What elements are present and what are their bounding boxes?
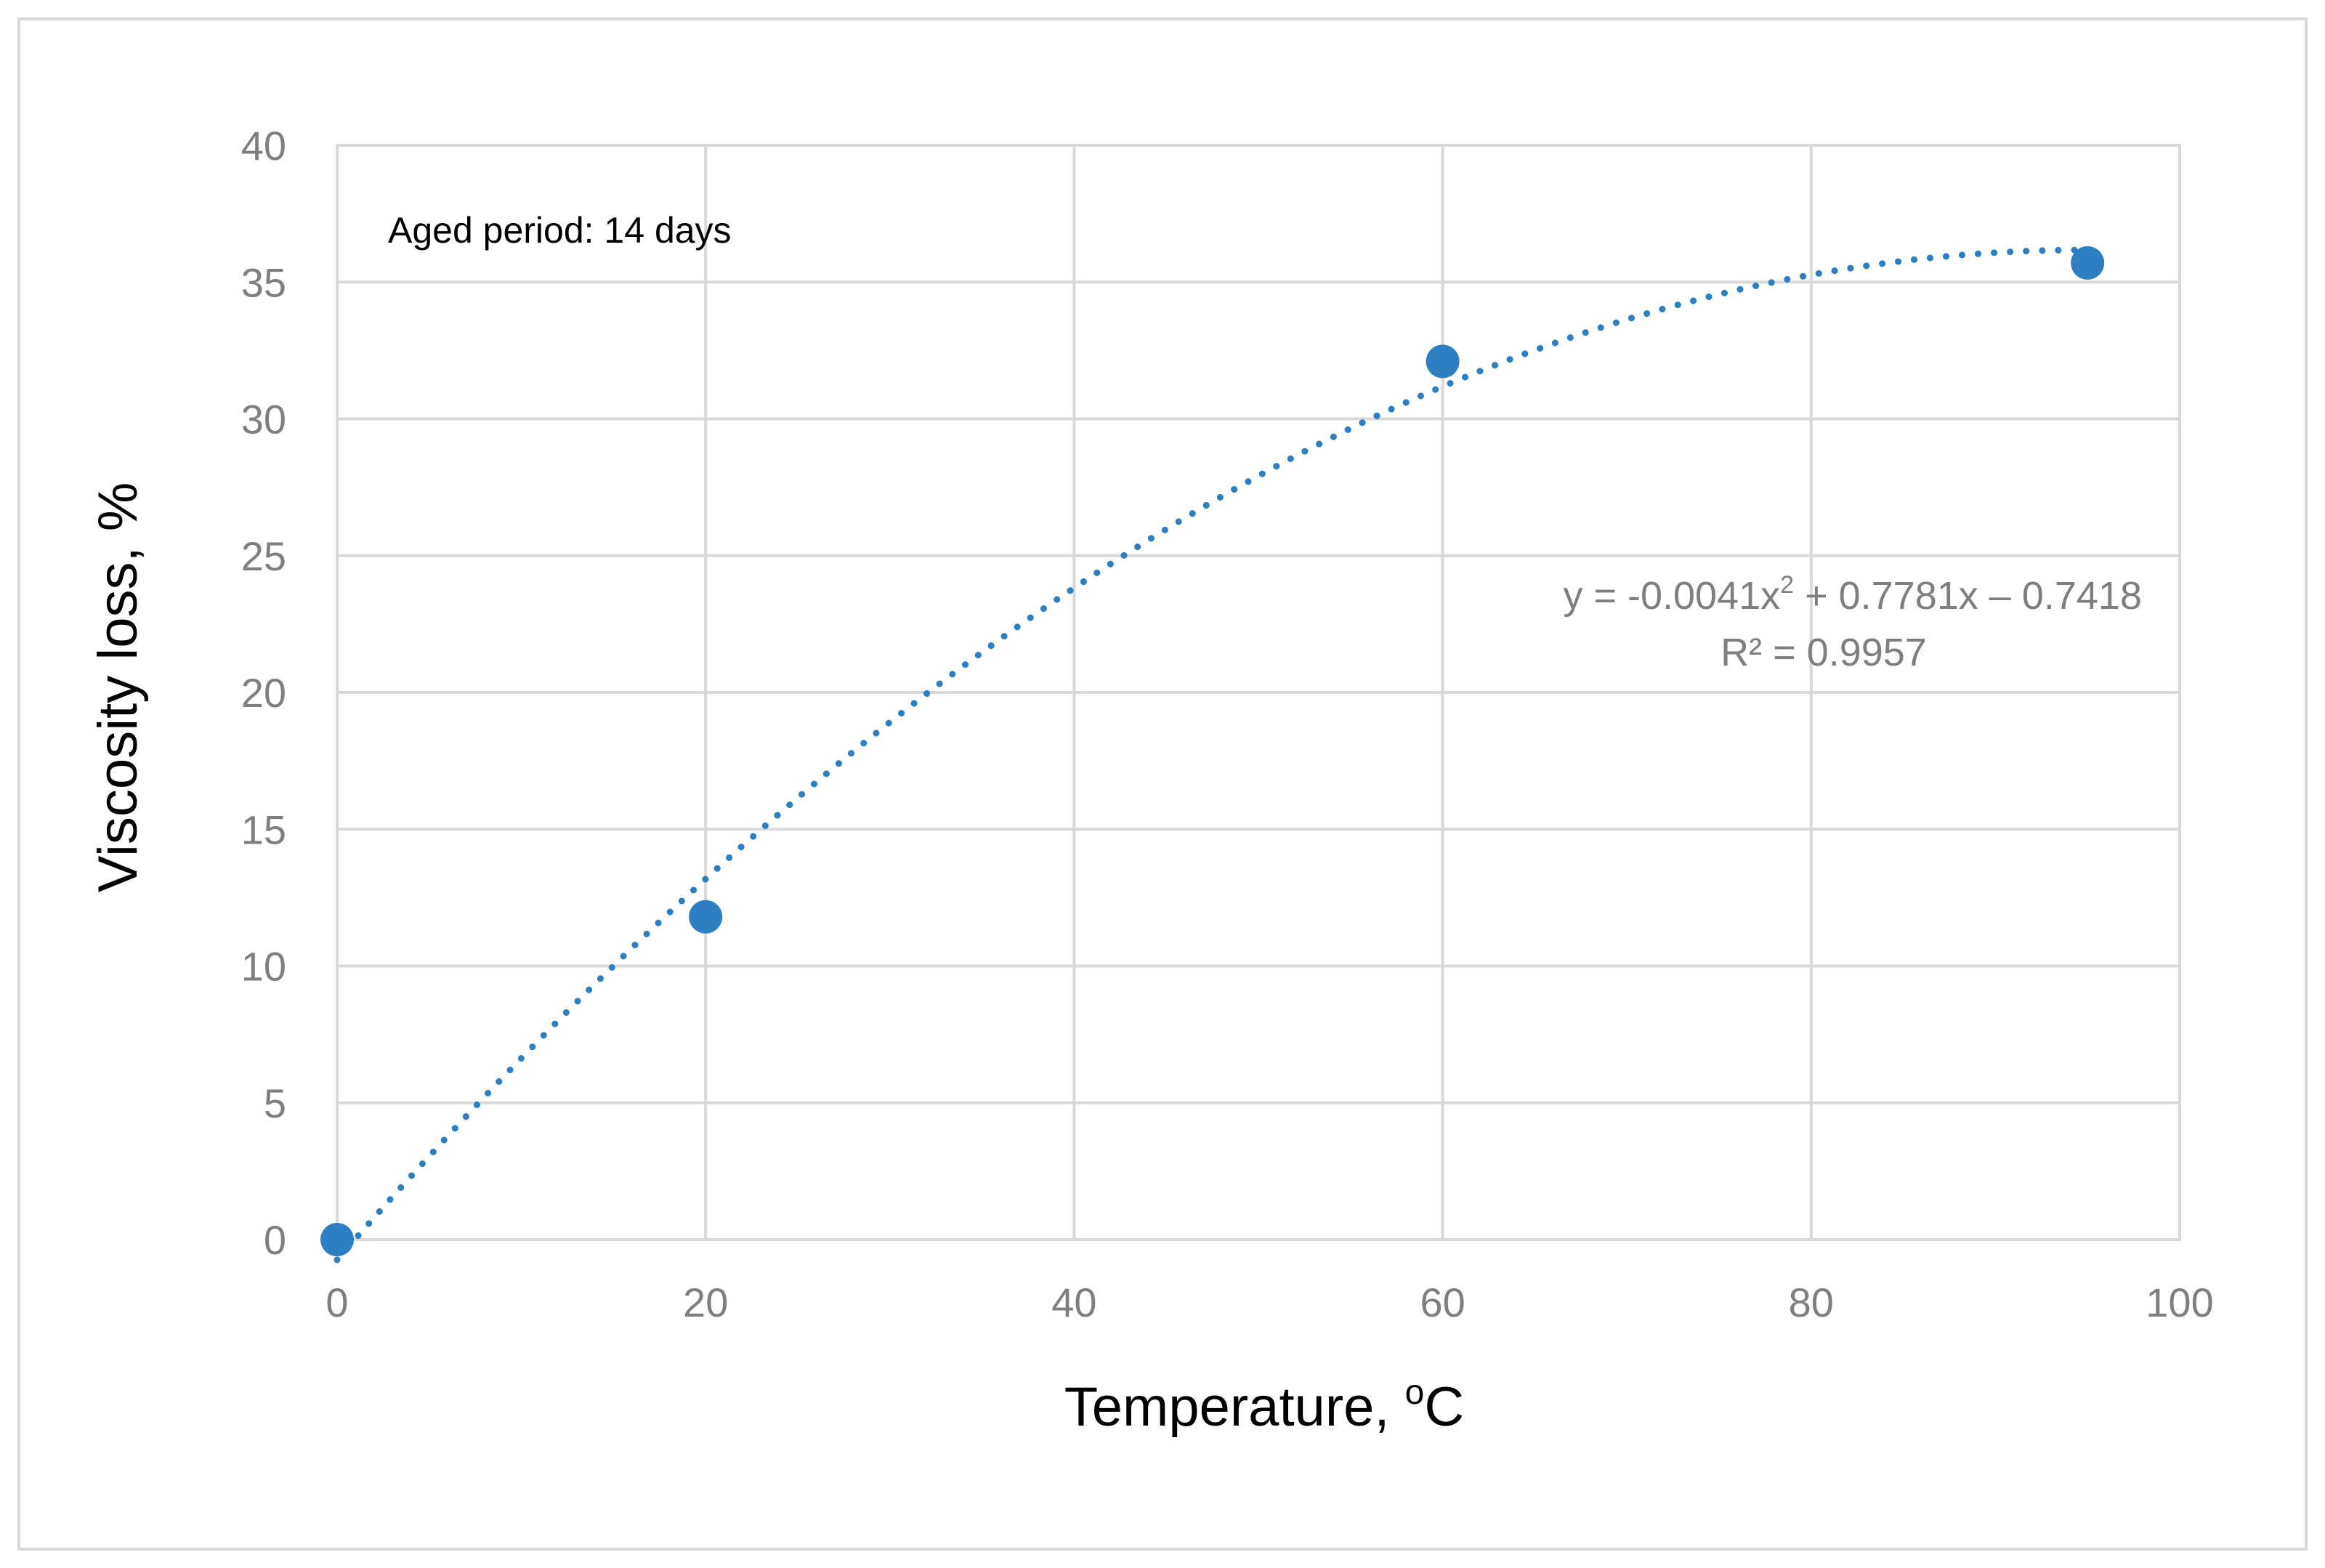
data-point-60 bbox=[1426, 344, 1460, 379]
chart-frame bbox=[17, 17, 2308, 1551]
data-points bbox=[320, 246, 2105, 1256]
y-tick-label: 40 bbox=[241, 123, 286, 169]
y-tick-label: 20 bbox=[241, 670, 286, 716]
trendline bbox=[333, 246, 2091, 1264]
x-tick-label: 100 bbox=[2146, 1280, 2213, 1325]
y-tick-label: 10 bbox=[241, 944, 286, 990]
x-axis-title-superscript: o bbox=[1405, 1373, 1425, 1412]
x-tick-label: 20 bbox=[683, 1280, 728, 1325]
equation-rest: + 0.7781x – 0.7418 bbox=[1794, 574, 2142, 618]
y-tick-label: 0 bbox=[264, 1217, 286, 1263]
x-axis-title: Temperature, oC bbox=[1064, 1373, 1464, 1438]
x-axis-title-unit: C bbox=[1424, 1376, 1464, 1438]
y-axis-ticks: 0 5 10 15 20 25 30 35 40 bbox=[241, 123, 286, 1263]
x-axis-title-text: Temperature, bbox=[1064, 1376, 1405, 1438]
plot-area bbox=[336, 144, 2181, 1241]
x-axis-ticks: 0 20 40 60 80 100 bbox=[326, 1280, 2213, 1325]
equation-main: y = -0.0041x bbox=[1563, 574, 1780, 618]
trendline-r-squared: R² = 0.9957 bbox=[1720, 631, 1927, 674]
y-axis-title: Viscosity loss, % bbox=[87, 482, 149, 893]
data-point-20 bbox=[689, 900, 723, 934]
data-point-0 bbox=[320, 1223, 354, 1256]
x-tick-label: 80 bbox=[1789, 1280, 1834, 1325]
y-tick-label: 30 bbox=[241, 397, 286, 442]
equation-superscript: 2 bbox=[1780, 571, 1794, 599]
y-tick-label: 5 bbox=[264, 1080, 286, 1126]
y-tick-label: 35 bbox=[241, 259, 286, 305]
x-tick-label: 60 bbox=[1420, 1280, 1465, 1325]
x-tick-label: 40 bbox=[1051, 1280, 1096, 1325]
trendline-equation: y = -0.0041x2 + 0.7781x – 0.7418 bbox=[1563, 571, 2142, 618]
y-tick-label: 15 bbox=[241, 807, 286, 852]
gridlines bbox=[336, 144, 2181, 1241]
annotation-aged-period: Aged period: 14 days bbox=[388, 210, 732, 251]
x-tick-label: 0 bbox=[326, 1280, 348, 1325]
data-point-95 bbox=[2071, 246, 2105, 280]
y-tick-label: 25 bbox=[241, 533, 286, 579]
